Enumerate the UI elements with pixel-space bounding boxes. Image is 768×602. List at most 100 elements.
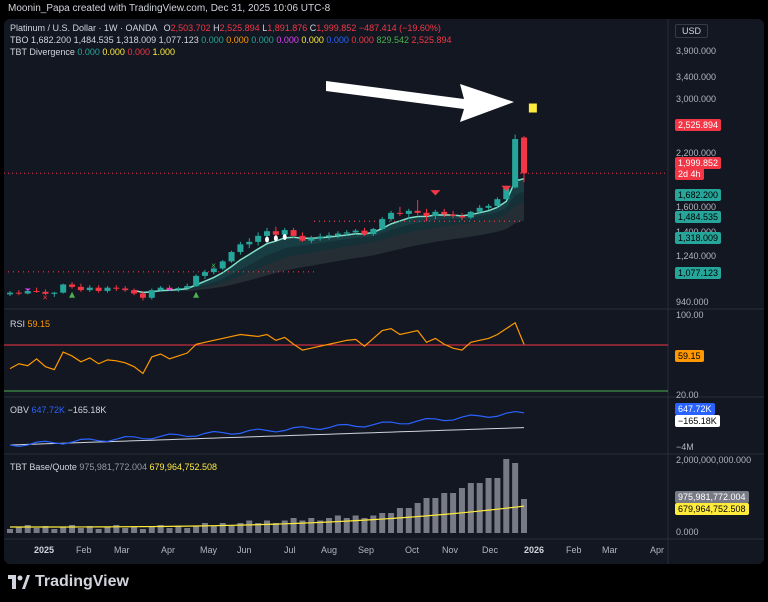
candle-body [361,230,368,235]
tbt-volume-bar [414,503,421,533]
time-axis-tick: Apr [650,545,665,555]
legend-tbo-value: 2,525.894 [408,35,452,45]
candle-body [272,231,279,235]
tbt-volume-bar [24,525,31,533]
candle-body [281,230,288,235]
price-axis-tick: 1,600.000 [676,202,717,212]
candle-body [450,214,457,216]
purple-marker-icon [166,288,173,291]
time-axis-tick: 2026 [524,545,545,555]
candle-body [476,207,483,212]
legend-tbo-value: 0.000 [248,35,274,45]
legend-tbo-label[interactable]: TBO [10,35,29,45]
time-axis-tick: Feb [566,545,582,555]
tbt-volume-bar [450,493,457,533]
legend-tbo-value: 1,682.200 [31,35,72,45]
chart-svg[interactable]: ×× [4,19,764,564]
tbt-volume-bar [95,529,102,533]
rsi-line [9,321,525,375]
tbt-volume-bar [69,525,76,533]
tbt-volume-bar [281,520,288,533]
time-axis-tick: Feb [76,545,92,555]
tbt-volume-bar [210,525,217,533]
time-axis-tick: Aug [321,545,338,555]
tbt-volume-bar [246,520,253,533]
legend-tbo-value: 1,077.123 [156,35,199,45]
tbt-volume-bar [42,526,49,533]
time-axis-tick: 2025 [34,545,55,555]
chart-frame[interactable]: × × Platinum / U.S. Dollar · 1W · OANDA O… [4,19,764,564]
legend-divergence-label[interactable]: TBT Divergence [10,47,75,57]
candle-body [485,205,492,208]
legend-divergence-value: 0.000 [124,47,150,57]
annotation-arrow-icon [326,81,514,122]
tbt-volume-bar [113,525,120,533]
candle-body [432,211,439,216]
obv-tag-1: 647.72K [675,403,715,415]
legend-divergence-value: 1.000 [149,47,175,57]
candle-body [290,230,297,236]
candle-body [51,292,58,294]
tbt-volume-bar [299,520,306,533]
price-tag: 2,525.894 [675,119,722,131]
legend-close: 1,999.852 [316,23,357,33]
candle-body [414,210,421,213]
obv-axis-tick: −4M [676,442,694,452]
tbt-volume-bar [193,525,200,533]
candle-body [33,290,40,292]
candle-body [396,212,403,214]
candle-body [388,212,395,220]
candle-body [264,231,270,236]
legend-h-label: H [213,23,220,33]
candle-body [458,215,465,218]
tbt-volume-bar [7,529,13,533]
price-tag: 1,318.009 [675,232,722,244]
candle-body [193,275,200,287]
price-tag: 1,999.852 [675,157,722,169]
tbt-legend: TBT Base/Quote 975,981,772.004 679,964,7… [10,462,217,472]
price-tag: 1,682.200 [675,189,722,201]
tbt-volume-bar [255,523,262,533]
tbt-label[interactable]: TBT Base/Quote [10,462,77,472]
candle-body [423,212,430,216]
caption-bar: Moonin_Papa created with TradingView.com… [0,0,768,18]
candle-body [131,290,138,294]
currency-label[interactable]: USD [675,24,709,38]
sell-signal-icon [430,190,441,196]
candle-body [175,288,182,290]
candle-body [60,284,67,293]
obv-label[interactable]: OBV [10,405,30,415]
tbt-volume-bar [139,529,146,533]
candle-body [237,244,244,252]
time-axis-tick: May [200,545,218,555]
tbt-volume-bar [396,508,403,533]
candle-body [308,238,315,241]
divergence-flag-icon [528,103,537,113]
tbt-average-line [10,505,525,528]
candle-body [334,233,341,236]
price-axis-tick: 3,900.000 [676,46,717,56]
time-axis-tick: Jul [284,545,296,555]
white-dot-icon [282,234,287,241]
tbt-volume-bar [166,528,173,533]
legend-open: 2,503.702 [170,23,211,33]
tbt-volume-bar [494,478,501,533]
legend-symbol[interactable]: Platinum / U.S. Dollar · 1W · OANDA [10,23,158,33]
price-tag: 1,077.123 [675,267,722,279]
price-axis-tick: 3,400.000 [676,72,717,82]
legend-tbo-value: 0.000 [298,35,324,45]
tbt-volume-bar [77,528,84,533]
legend-low: 1,891.876 [267,23,308,33]
candle-body [86,287,93,291]
tradingview-logo-icon [8,575,30,589]
candle-body [69,284,76,287]
price-axis-tick: 940.000 [676,297,709,307]
tbt-volume-bar [272,523,279,533]
legend-change: −487.414 (−19.60%) [358,23,441,33]
candle-body [42,291,49,294]
rsi-label[interactable]: RSI [10,319,26,329]
legend-c-label: C [309,23,317,33]
price-axis-tick: 1,240.000 [676,251,717,261]
tradingview-logo[interactable]: TradingView [8,573,129,591]
rsi-axis-top: 100.00 [676,310,704,320]
